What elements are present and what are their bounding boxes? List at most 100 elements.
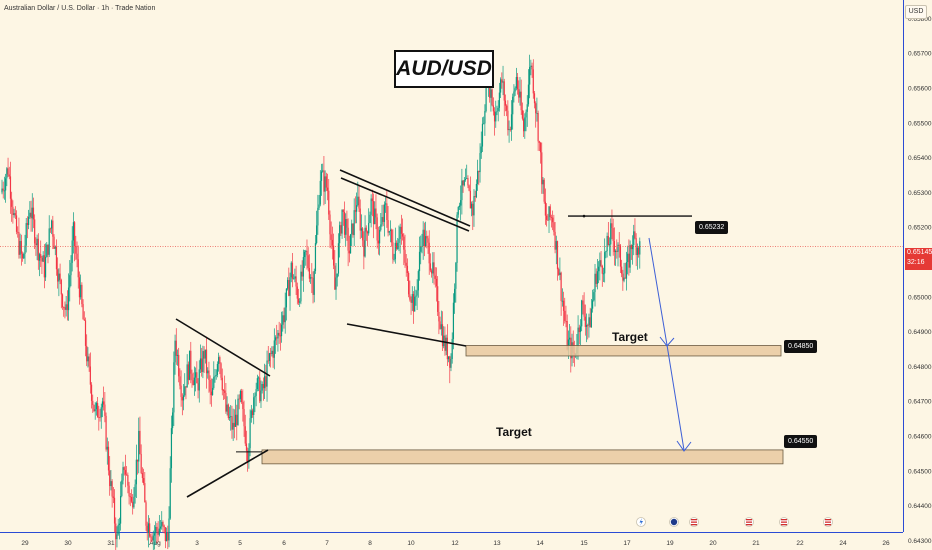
us-flag-icon[interactable] <box>823 517 833 527</box>
us-flag-icon[interactable] <box>744 517 754 527</box>
candle-body <box>236 414 238 425</box>
candle-body <box>559 272 561 275</box>
candle-body <box>80 284 82 298</box>
candle-body <box>360 228 363 231</box>
us-flag-icon[interactable] <box>779 517 789 527</box>
candle-body <box>5 178 7 191</box>
current-price-tag: 0.65145 32:16 <box>905 248 932 270</box>
candle-body <box>516 77 519 90</box>
candle-body <box>543 179 545 202</box>
candle-body <box>89 366 91 385</box>
candle-body <box>392 242 394 260</box>
candle-body <box>588 317 590 326</box>
candle-body <box>136 459 139 462</box>
time-tick-label: 30 <box>64 540 72 547</box>
candle-body <box>227 404 229 418</box>
candle-body <box>330 234 332 240</box>
candle-body <box>288 280 290 296</box>
candle-body <box>371 198 373 202</box>
candle-body <box>72 222 75 241</box>
candle-body <box>133 496 135 508</box>
candle-body <box>132 501 134 508</box>
candle-body <box>366 231 369 234</box>
candle-body <box>19 241 21 255</box>
time-tick-label: 7 <box>325 540 329 547</box>
candle-body <box>26 223 29 225</box>
bar-countdown: 32:16 <box>907 259 925 266</box>
candle-body <box>95 403 97 410</box>
candle-body <box>211 387 214 396</box>
candle-body <box>121 480 123 496</box>
target-lower-price-tag: 0.64550 <box>784 435 818 448</box>
candle-body <box>600 260 602 266</box>
candle-body <box>452 302 455 339</box>
flag-icon[interactable] <box>669 517 679 527</box>
candle-body <box>386 203 388 221</box>
candle-body <box>191 373 193 381</box>
candle-body <box>180 385 182 398</box>
candle-body <box>333 245 335 266</box>
candle-body <box>475 183 478 198</box>
candle-body <box>192 380 194 386</box>
candle-body <box>420 246 422 252</box>
candle-body <box>129 496 131 498</box>
candle-body <box>224 390 226 393</box>
stripe <box>825 519 831 521</box>
time-tick-label: 24 <box>839 540 847 547</box>
candle-body <box>410 299 412 303</box>
candle-body <box>308 267 310 279</box>
candle-body <box>301 271 303 277</box>
candle-body <box>103 401 105 405</box>
candle-body <box>408 272 410 295</box>
candle-body <box>247 450 249 463</box>
candle-body <box>104 404 106 416</box>
candle-body <box>300 271 302 302</box>
candle-body <box>435 278 438 287</box>
candle-body <box>111 481 113 497</box>
us-flag-icon[interactable] <box>689 517 699 527</box>
candle-body <box>268 353 271 361</box>
candle-body <box>81 284 83 305</box>
candle-body <box>612 228 614 242</box>
time-tick-label: 8 <box>368 540 372 547</box>
candle-body <box>231 416 233 430</box>
candle-body <box>265 376 267 387</box>
candle-body <box>339 225 341 244</box>
candle-body <box>294 276 296 279</box>
candle-body <box>167 532 169 541</box>
candle-body <box>579 326 582 333</box>
stripe <box>781 524 787 526</box>
candle-body <box>378 229 381 244</box>
candle-body <box>57 269 59 282</box>
candle-body <box>562 300 565 311</box>
candle-body <box>70 262 72 276</box>
candle-body <box>493 111 496 122</box>
candle-body <box>115 523 117 540</box>
candle-body <box>8 174 10 177</box>
candle-body <box>135 459 137 485</box>
price-tick-label: 0.64600 <box>908 434 932 441</box>
lightning-icon[interactable] <box>636 517 646 527</box>
candle-body <box>168 518 170 541</box>
candle-body <box>432 262 434 274</box>
candle-body <box>182 395 185 401</box>
candle-body <box>228 417 231 418</box>
candle-body <box>458 205 461 208</box>
candle-body <box>481 123 484 147</box>
candle-body <box>126 474 128 476</box>
candle-body <box>93 404 95 412</box>
candle-body <box>514 88 516 92</box>
candle-body <box>598 266 600 272</box>
candle-body <box>146 525 148 533</box>
candle-body <box>193 377 196 386</box>
candle-body <box>434 275 436 279</box>
candle-body <box>428 242 430 264</box>
candle-body <box>52 220 54 237</box>
currency-button[interactable]: USD <box>905 5 927 19</box>
candle-body <box>284 307 286 323</box>
time-tick-label: 13 <box>493 540 501 547</box>
candle-body <box>90 384 93 401</box>
candle-body <box>623 277 625 281</box>
candle-body <box>218 357 220 364</box>
